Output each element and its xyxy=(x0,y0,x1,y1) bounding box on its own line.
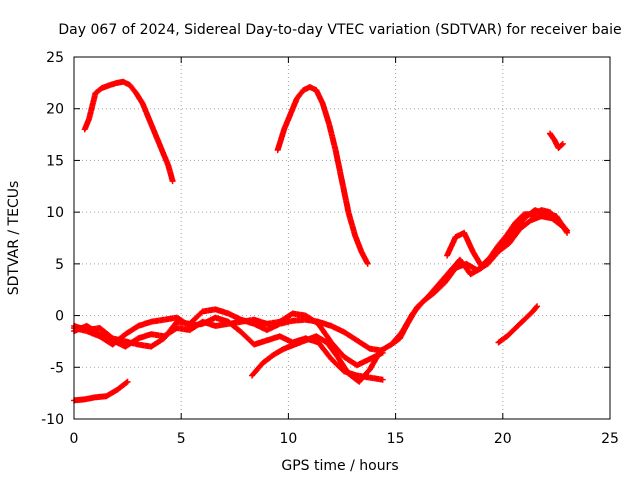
series-track-b xyxy=(274,84,371,267)
x-tick-label: 0 xyxy=(70,431,79,447)
y-tick-label: 10 xyxy=(46,205,64,221)
axis-ticks: 0 5 10 15 20 25 -10 -5 0 5 10 15 20 25 xyxy=(41,50,619,447)
series-markers xyxy=(547,130,566,151)
y-tick-label: 5 xyxy=(55,257,64,273)
series-track-c xyxy=(547,130,566,151)
series-markers xyxy=(81,78,176,185)
plot-frame xyxy=(73,56,611,420)
y-tick-label: 0 xyxy=(55,309,64,325)
x-tick-label: 25 xyxy=(601,431,619,447)
y-tick-label: 25 xyxy=(46,50,64,66)
series-track-e xyxy=(495,303,541,346)
chart-title: Day 067 of 2024, Sidereal Day-to-day VTE… xyxy=(58,22,621,38)
x-axis-label: GPS time / hours xyxy=(281,458,398,474)
x-tick-label: 15 xyxy=(387,431,405,447)
x-tick-label: 5 xyxy=(177,431,186,447)
series-markers xyxy=(444,207,571,269)
series-markers xyxy=(495,303,541,346)
y-axis-label: SDTVAR / TECUs xyxy=(6,181,22,296)
y-tick-label: -10 xyxy=(41,412,64,428)
series-markers xyxy=(274,84,371,267)
x-tick-label: 10 xyxy=(279,431,297,447)
y-tick-label: 20 xyxy=(46,102,64,118)
x-tick-label: 20 xyxy=(494,431,512,447)
series-track-l xyxy=(444,207,571,269)
series-track-a xyxy=(81,78,176,185)
y-tick-label: -5 xyxy=(50,360,64,376)
y-tick-label: 15 xyxy=(46,153,64,169)
